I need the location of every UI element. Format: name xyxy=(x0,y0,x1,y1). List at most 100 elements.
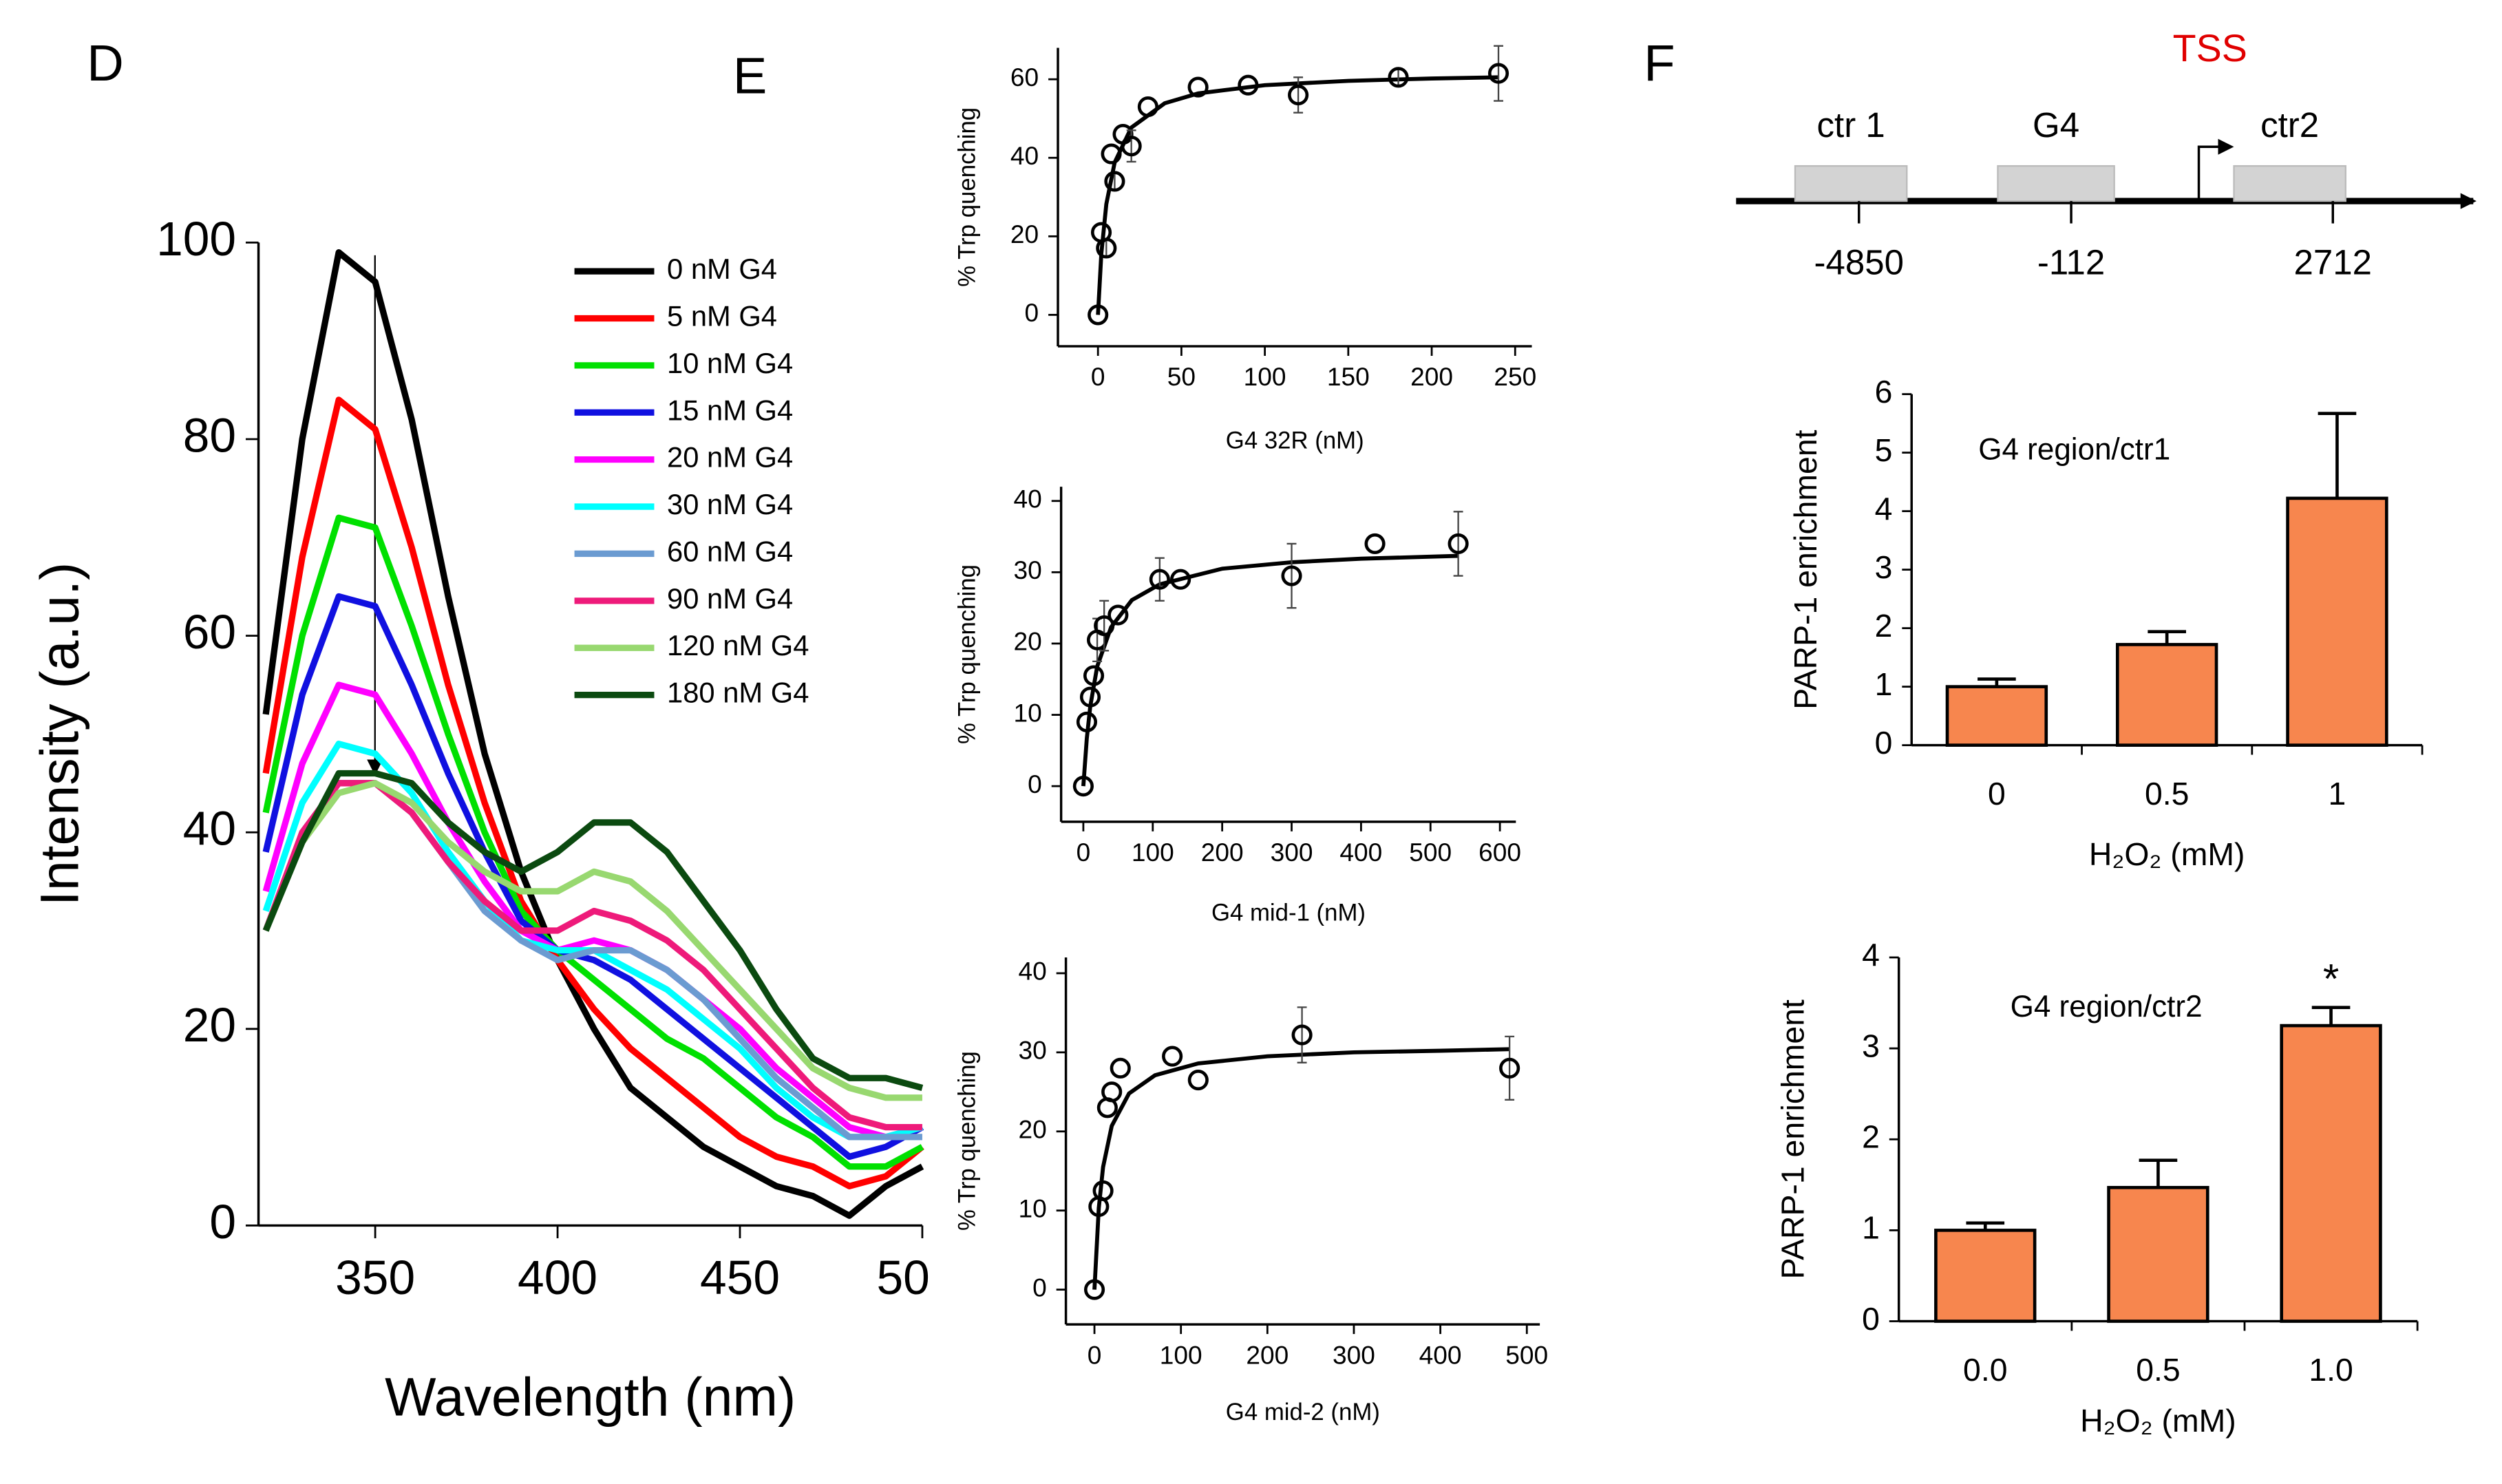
bar xyxy=(1945,685,2048,747)
series-line xyxy=(262,780,922,1101)
region-box xyxy=(2233,165,2346,202)
y-tick-label: 0 xyxy=(1032,1273,1047,1302)
y-tick-label: 20 xyxy=(183,998,236,1052)
region-label: ctr 1 xyxy=(1817,105,1885,145)
legend-label: 180 nM G4 xyxy=(667,677,809,709)
y-tick-label: 0 xyxy=(1875,725,1893,761)
error-bar xyxy=(2318,412,2357,498)
bar xyxy=(2107,1185,2209,1323)
legend-label: 0 nM G4 xyxy=(667,253,777,285)
data-point xyxy=(1079,686,1101,708)
data-point xyxy=(1076,711,1098,732)
data-point xyxy=(1187,76,1209,98)
data-point xyxy=(1388,67,1409,88)
annotation: * xyxy=(2323,955,2339,1001)
chart-title: G4 region/ctr2 xyxy=(2011,990,2203,1024)
y-axis-label: PARP-1 enrichment xyxy=(1788,430,1823,709)
data-point xyxy=(1092,1180,1114,1202)
legend-label: 5 nM G4 xyxy=(667,300,777,332)
data-point xyxy=(1364,533,1386,555)
panel-letter: E xyxy=(733,47,767,105)
position-label: -4850 xyxy=(1814,242,1904,282)
error-bar xyxy=(1297,1006,1307,1063)
series-line xyxy=(262,770,924,1091)
x-tick-label: 0 xyxy=(1077,838,1091,867)
series-line xyxy=(262,681,924,1141)
data-point xyxy=(1238,74,1259,96)
fit-curve xyxy=(1096,75,1499,315)
y-tick-label: 0 xyxy=(1025,298,1039,327)
error-bar xyxy=(1393,68,1403,86)
x-tick-label: 350 xyxy=(335,1251,415,1304)
x-tick-label: 1 xyxy=(2329,776,2346,812)
y-tick-label: 20 xyxy=(1010,220,1039,248)
fit-curve xyxy=(1081,553,1459,787)
data-point xyxy=(1101,1081,1123,1103)
y-tick-label: 10 xyxy=(1014,698,1042,727)
x-axis-label: G4 mid-2 (nM) xyxy=(1226,1399,1380,1425)
x-tick-label: 200 xyxy=(1246,1340,1289,1369)
data-point xyxy=(1281,565,1302,586)
legend-label: 10 nM G4 xyxy=(667,347,793,379)
fit-curve xyxy=(1092,1047,1510,1290)
series-line xyxy=(262,593,924,1160)
x-axis-label: H₂O₂ (mM) xyxy=(2080,1403,2236,1439)
bar xyxy=(2280,1024,2382,1323)
y-axis-label: PARP-1 enrichment xyxy=(1774,999,1810,1279)
y-tick-label: 0 xyxy=(1862,1301,1880,1337)
tss-label: TSS xyxy=(2173,27,2247,70)
data-point xyxy=(1121,136,1142,157)
data-point xyxy=(1137,96,1158,118)
x-tick-label: 0.0 xyxy=(1963,1352,2007,1388)
data-point xyxy=(1487,63,1509,84)
error-bar xyxy=(2311,1006,2351,1026)
x-tick-label: 0 xyxy=(1988,776,2006,812)
region-box xyxy=(1997,165,2115,202)
series-line xyxy=(262,514,924,1170)
y-tick-label: 5 xyxy=(1875,432,1893,468)
legend-label: 120 nM G4 xyxy=(667,629,809,661)
x-tick-label: 100 xyxy=(1132,838,1174,867)
data-point xyxy=(1107,604,1129,626)
x-tick-label: 400 xyxy=(1339,838,1382,867)
x-tick-label: 200 xyxy=(1410,362,1453,391)
x-tick-label: 400 xyxy=(518,1251,597,1304)
error-bar xyxy=(1966,1221,2005,1231)
y-tick-label: 20 xyxy=(1019,1115,1047,1144)
x-tick-label: 0.5 xyxy=(2136,1352,2180,1388)
bar xyxy=(1934,1229,2037,1323)
x-tick-label: 0 xyxy=(1088,1340,1102,1369)
y-tick-label: 4 xyxy=(1862,937,1880,973)
x-axis-label: G4 mid-1 (nM) xyxy=(1211,900,1366,926)
y-tick-label: 2 xyxy=(1862,1119,1880,1155)
x-tick-label: 600 xyxy=(1478,838,1521,867)
panel-letter: F xyxy=(1644,34,1675,92)
error-bar xyxy=(1453,511,1463,577)
error-bar xyxy=(1286,542,1297,609)
error-bar xyxy=(1494,45,1503,102)
data-point xyxy=(1499,1057,1520,1079)
y-tick-label: 30 xyxy=(1014,555,1042,584)
y-tick-label: 1 xyxy=(1875,666,1893,702)
y-tick-label: 40 xyxy=(1014,485,1042,513)
x-tick-label: 50 xyxy=(1167,362,1196,391)
error-bar xyxy=(1293,76,1304,114)
error-bar xyxy=(1505,1035,1515,1101)
x-tick-label: 200 xyxy=(1201,838,1244,867)
x-tick-label: 400 xyxy=(1419,1340,1462,1369)
legend-label: 15 nM G4 xyxy=(667,394,793,426)
x-tick-label: 300 xyxy=(1333,1340,1375,1369)
data-point xyxy=(1083,665,1105,686)
x-tick-label: 150 xyxy=(1327,362,1370,391)
y-tick-label: 2 xyxy=(1875,608,1893,644)
x-tick-label: 50 xyxy=(876,1251,929,1304)
x-axis-label: G4 32R (nM) xyxy=(1226,427,1364,454)
error-bar xyxy=(2148,630,2186,645)
series-line xyxy=(262,396,924,1189)
y-tick-label: 20 xyxy=(1014,627,1042,656)
error-bar xyxy=(2139,1158,2178,1188)
data-point xyxy=(1088,304,1109,326)
bar xyxy=(2115,643,2218,747)
